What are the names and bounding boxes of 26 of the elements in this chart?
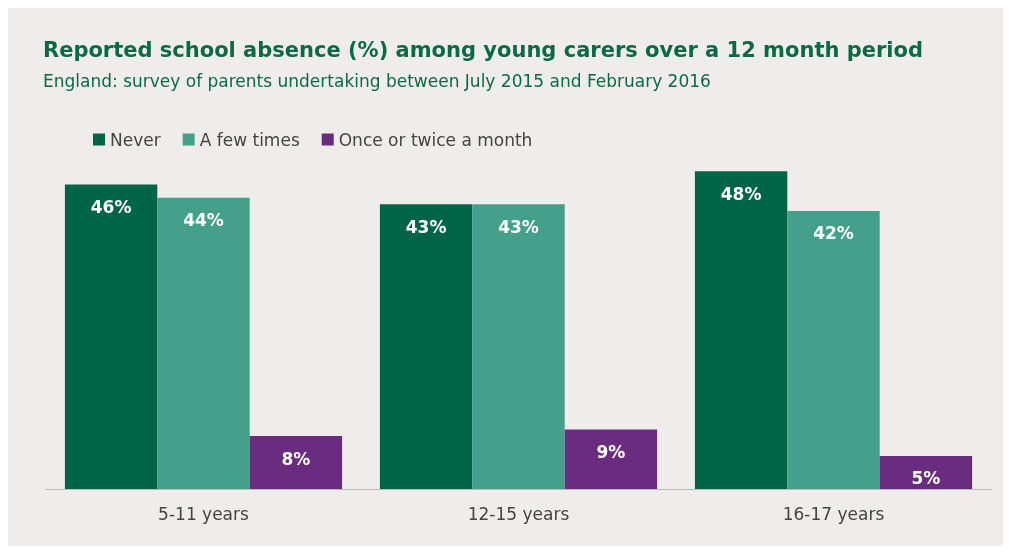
bar (249, 436, 343, 489)
legend-label: Never (110, 129, 161, 150)
data-label: 43% (405, 216, 447, 237)
chart-subtitle: England: survey of parents undertaking between July 2015 and February 2016 (43, 70, 711, 91)
legend-label: Once or twice a month (338, 129, 533, 150)
data-label: 9% (596, 441, 626, 462)
data-label: 42% (813, 223, 854, 244)
bar (564, 429, 658, 489)
bar (157, 197, 250, 489)
data-label: 8% (281, 448, 311, 469)
data-label: 46% (90, 196, 132, 217)
bar (787, 210, 880, 489)
x-tick-label: 12-15 years (467, 503, 570, 524)
data-label: 43% (498, 216, 539, 237)
data-label: 48% (720, 183, 762, 204)
chart-title: Reported school absence (%) among young carers over a 12 month period (43, 37, 923, 62)
bar (64, 184, 158, 489)
bar (879, 455, 973, 489)
data-label: 44% (183, 210, 224, 231)
data-label: 5% (911, 468, 941, 489)
bar (472, 204, 565, 489)
bar (379, 204, 473, 489)
legend-label: A few times (199, 129, 300, 150)
bar (694, 171, 788, 489)
x-tick-label: 5-11 years (158, 503, 250, 524)
x-tick-label: 16-17 years (782, 503, 885, 524)
